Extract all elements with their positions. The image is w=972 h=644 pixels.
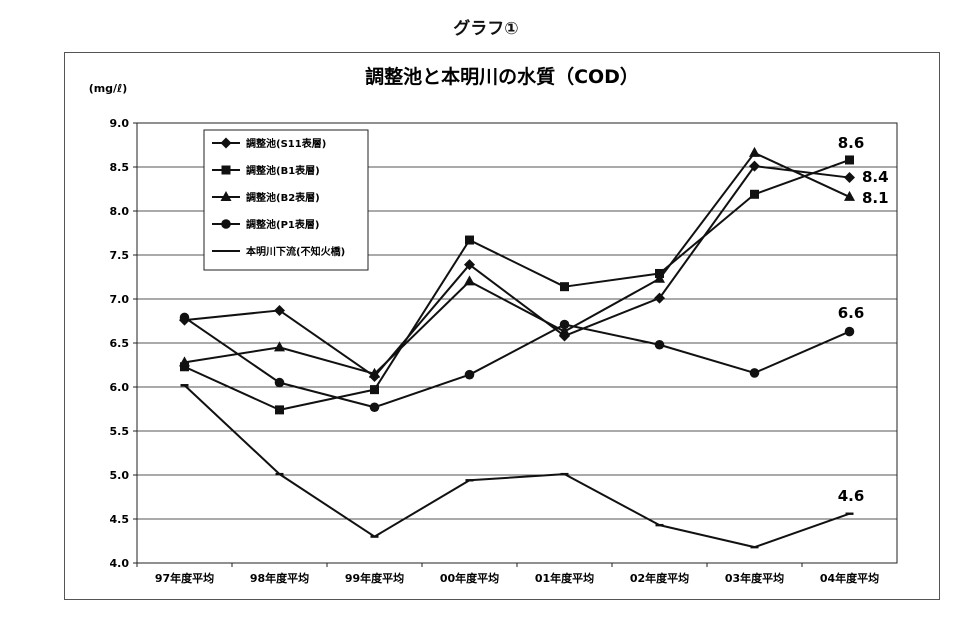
figure-caption: グラフ① bbox=[453, 19, 519, 39]
legend-marker bbox=[221, 219, 231, 229]
y-tick-label: 7.0 bbox=[110, 293, 130, 306]
value-annotation: 6.6 bbox=[838, 304, 865, 322]
data-point bbox=[274, 377, 285, 388]
data-point bbox=[559, 319, 570, 330]
data-point bbox=[750, 189, 759, 199]
value-annotation: 8.6 bbox=[838, 134, 865, 152]
legend-marker bbox=[220, 191, 232, 201]
legend: 調整池(S11表層) 調整池(B1表層) 調整池(B2表層) 調整池(P1表層) 本明川… bbox=[203, 129, 369, 271]
x-tick-label: 98年度平均 bbox=[250, 571, 309, 585]
y-axis: 9.0 8.5 8.0 7.5 7.0 6.5 6.0 5.5 5.0 4.5 4.0 bbox=[110, 117, 137, 570]
chart-title: 調整池と本明川の水質（COD） bbox=[365, 65, 639, 88]
data-point bbox=[560, 282, 569, 292]
data-point bbox=[179, 312, 190, 323]
data-point bbox=[274, 304, 285, 316]
legend-box bbox=[203, 129, 369, 271]
y-tick-label: 8.5 bbox=[110, 161, 130, 174]
data-point bbox=[274, 341, 285, 352]
y-tick-label: 4.0 bbox=[110, 557, 130, 570]
x-tick-label: 03年度平均 bbox=[725, 571, 784, 585]
legend-label: 調整池(S11表層) bbox=[246, 137, 326, 150]
data-point bbox=[749, 146, 760, 157]
legend-label: 本明川下流(不知火橋) bbox=[246, 245, 345, 258]
data-point bbox=[179, 356, 190, 367]
y-tick-label: 5.5 bbox=[110, 425, 130, 438]
series-line bbox=[183, 384, 850, 549]
series-line bbox=[184, 159, 850, 411]
x-tick-label: 04年度平均 bbox=[820, 571, 879, 585]
legend-label: 調整池(P1表層) bbox=[246, 218, 319, 231]
legend-marker bbox=[221, 165, 231, 175]
chart-frame bbox=[64, 52, 940, 600]
value-annotation: 8.4 bbox=[862, 168, 889, 186]
data-point bbox=[559, 325, 570, 336]
data-point bbox=[464, 259, 475, 271]
data-point bbox=[654, 292, 665, 304]
x-axis: 97年度平均 98年度平均 99年度平均 00年度平均 01年度平均 02年度平均 03年度… bbox=[136, 563, 879, 585]
series-line bbox=[184, 151, 850, 375]
x-tick-label: 97年度平均 bbox=[155, 571, 214, 585]
data-point bbox=[844, 172, 855, 184]
x-tick-label: 02年度平均 bbox=[630, 571, 689, 585]
data-point bbox=[275, 405, 284, 415]
data-point bbox=[749, 368, 760, 378]
data-point bbox=[369, 367, 380, 378]
series-line bbox=[184, 165, 850, 378]
data-point bbox=[749, 160, 760, 172]
data-point bbox=[465, 235, 474, 245]
data-point bbox=[464, 275, 475, 286]
y-tick-label: 5.0 bbox=[110, 469, 130, 482]
y-tick-label: 4.5 bbox=[110, 513, 130, 526]
value-annotation: 4.6 bbox=[838, 487, 865, 505]
data-point bbox=[180, 362, 189, 372]
series-lines bbox=[179, 146, 855, 549]
series-line bbox=[183, 316, 850, 409]
unit-label: (mg/ℓ) bbox=[89, 82, 128, 95]
x-tick-label: 99年度平均 bbox=[345, 571, 404, 585]
y-tick-label: 9.0 bbox=[110, 117, 130, 130]
data-point bbox=[369, 402, 380, 413]
data-point bbox=[844, 326, 855, 337]
legend-marker bbox=[220, 137, 232, 149]
y-tick-label: 6.0 bbox=[110, 381, 130, 394]
data-point bbox=[464, 369, 475, 380]
y-tick-label: 8.0 bbox=[110, 205, 130, 218]
data-point bbox=[844, 190, 855, 201]
y-tick-label: 6.5 bbox=[110, 337, 130, 350]
data-point bbox=[654, 339, 665, 350]
data-point bbox=[654, 272, 665, 283]
legend-label: 調整池(B1表層) bbox=[246, 164, 320, 177]
legend-label: 調整池(B2表層) bbox=[246, 191, 320, 204]
y-tick-label: 7.5 bbox=[110, 249, 130, 262]
data-point bbox=[370, 385, 379, 395]
value-annotation: 8.1 bbox=[862, 189, 889, 207]
x-tick-label: 01年度平均 bbox=[535, 571, 594, 585]
data-point bbox=[845, 155, 854, 165]
x-tick-label: 00年度平均 bbox=[440, 571, 499, 585]
value-annotations: 8.6 8.4 8.1 6.6 4.6 bbox=[838, 134, 889, 505]
